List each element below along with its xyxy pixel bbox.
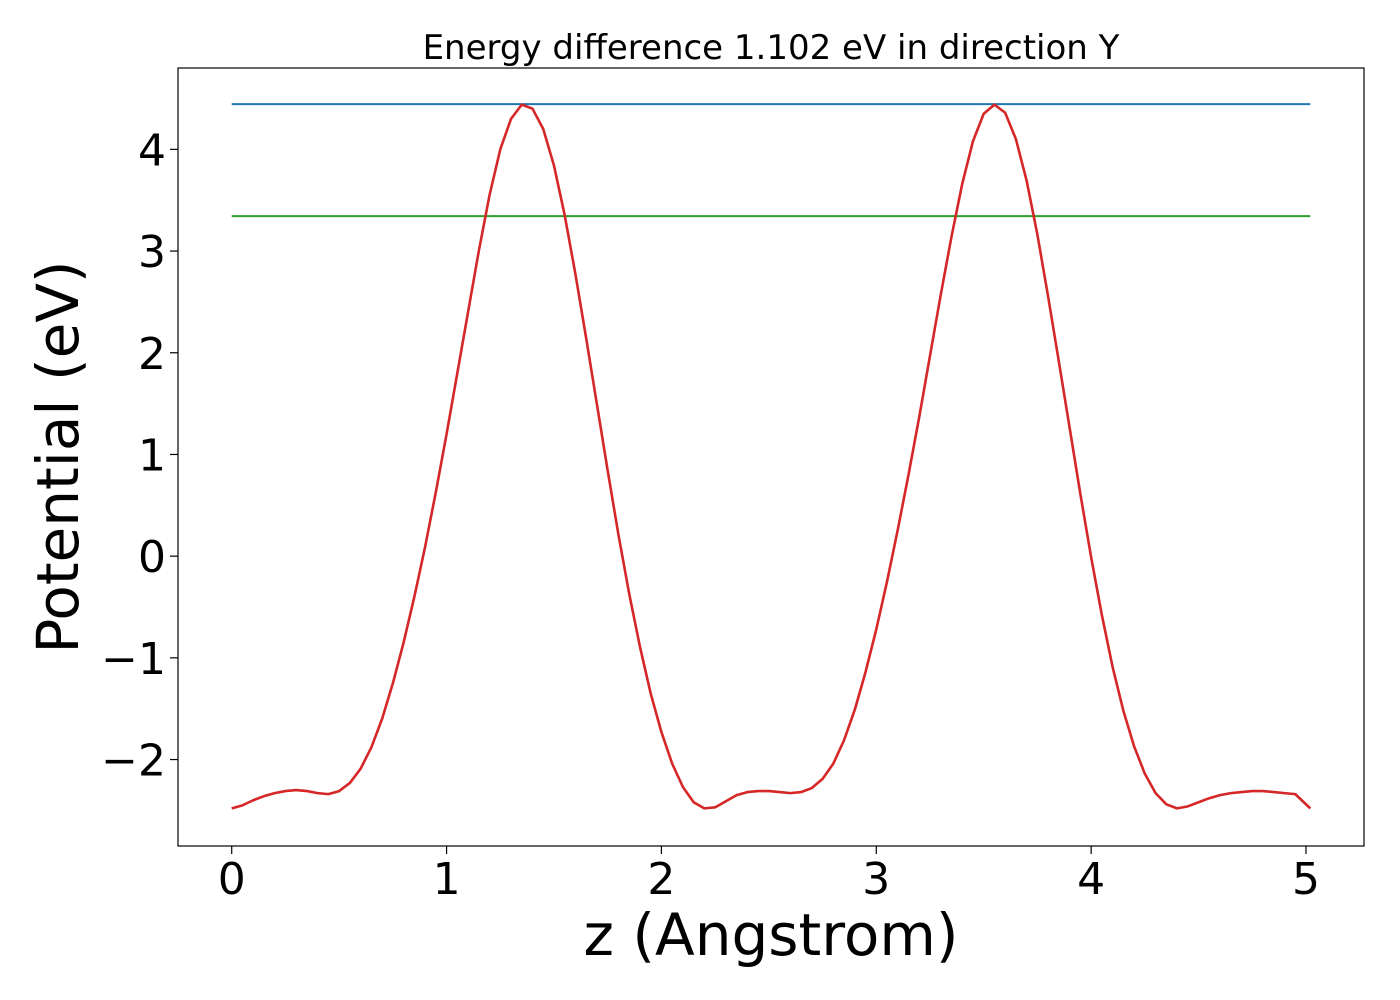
x-axis: 0 1 2 3 4 5 — [218, 846, 1320, 905]
y-tick-label: −2 — [101, 736, 166, 787]
x-tick-label: 4 — [1077, 854, 1105, 905]
y-tick-label: 4 — [138, 125, 166, 176]
x-tick-label: 1 — [433, 854, 461, 905]
y-tick-label: 0 — [138, 532, 166, 583]
plot-frame — [177, 67, 1365, 847]
x-axis-label: z (Angstrom) — [584, 901, 959, 969]
x-tick-label: 2 — [647, 854, 675, 905]
x-tick-label: 0 — [218, 854, 246, 905]
y-axis: −2 −1 0 1 2 3 4 — [101, 125, 178, 787]
series-line-3 — [231, 103, 1312, 810]
y-tick-label: −1 — [101, 634, 166, 685]
y-tick-label: 1 — [138, 430, 166, 481]
y-tick-label: 2 — [138, 329, 166, 380]
y-tick-label: 3 — [138, 227, 166, 278]
x-tick-label: 5 — [1292, 854, 1320, 905]
chart-title: Energy difference 1.102 eV in direction … — [423, 28, 1120, 68]
y-axis-label: Potential (eV) — [24, 260, 92, 653]
series-layer — [231, 103, 1312, 810]
x-tick-label: 3 — [862, 854, 890, 905]
